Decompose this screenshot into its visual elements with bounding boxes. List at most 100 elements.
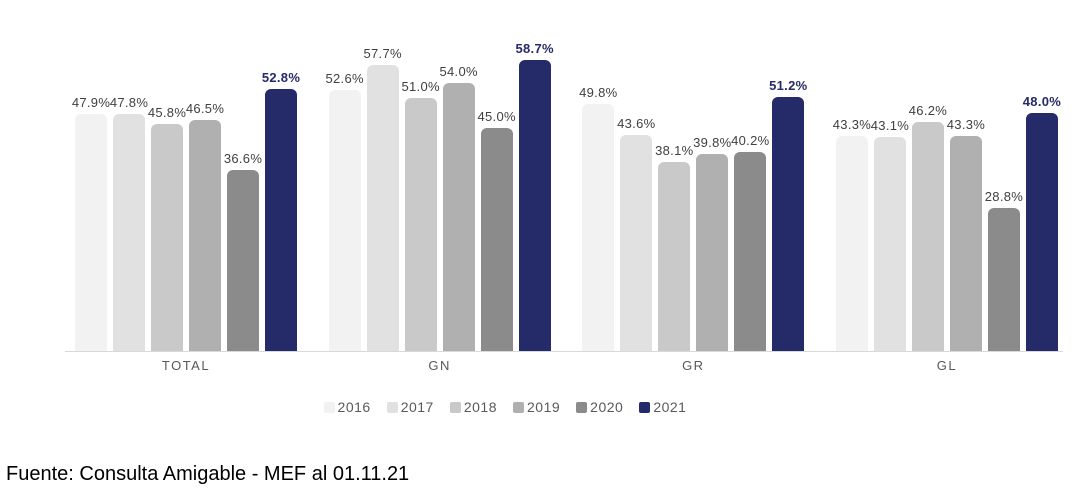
bar-2019 [696, 154, 729, 351]
legend-item-2021: 2021 [639, 399, 686, 415]
category-label: TOTAL [161, 358, 211, 373]
bar-2017 [620, 135, 653, 351]
bar-2021 [518, 60, 551, 351]
bar-group: 47.9% 47.8% 45.8% 46.5% 36.6% 52.8% TOTAL [71, 57, 301, 373]
bar-2016 [582, 104, 615, 351]
bar-value-label: 51.2% [769, 78, 808, 93]
legend-swatch-icon [639, 401, 651, 413]
legend-swatch-icon [323, 401, 335, 413]
bar-set: 52.6% 57.7% 51.0% 54.0% 45.0% 58.7% [325, 41, 554, 351]
category-label: GR [682, 358, 705, 373]
bar-2017 [366, 65, 399, 351]
bar-2018 [658, 162, 691, 351]
legend-item-2018: 2018 [449, 399, 497, 415]
bar-value-label: 43.6% [617, 116, 656, 131]
bar-cell: 48.0% [1022, 57, 1062, 351]
bar-cell: 47.8% [110, 57, 148, 351]
bar-2017 [113, 114, 145, 351]
bar-value-label: 52.6% [325, 71, 364, 86]
legend-swatch-icon [513, 401, 524, 413]
bar-2016 [75, 114, 107, 351]
bar-cell: 39.8% [693, 57, 732, 351]
bar-cell: 54.0% [439, 57, 478, 351]
bar-value-label: 47.9% [71, 95, 111, 110]
bar-value-label: 36.6% [223, 151, 263, 166]
bar-value-label: 45.8% [147, 105, 187, 120]
bar-cell: 58.7% [515, 41, 554, 351]
bar-2019 [189, 120, 221, 351]
category-label: GL [936, 358, 958, 373]
category-label: GN [428, 358, 451, 373]
bar-cell: 49.8% [579, 57, 617, 351]
bar-groups-row: 47.9% 47.8% 45.8% 46.5% 36.6% 52.8% TOTAL 52.6%… [65, 41, 1063, 373]
bar-value-label: 57.7% [363, 46, 402, 61]
bar-value-label: 43.3% [832, 117, 872, 132]
bar-cell: 51.2% [769, 57, 808, 351]
bar-cell: 38.1% [655, 57, 694, 351]
bar-value-label: 40.2% [731, 133, 770, 148]
bar-2020 [480, 128, 513, 351]
bar-2020 [734, 152, 767, 351]
bar-cell: 28.8% [984, 57, 1024, 351]
bar-2020 [227, 170, 259, 351]
bar-2018 [911, 122, 944, 351]
bar-cell: 46.2% [908, 57, 948, 351]
legend-label: 2018 [463, 399, 497, 415]
bar-value-label: 43.3% [946, 117, 986, 132]
bar-set: 43.3% 43.1% 46.2% 43.3% 28.8% 48.0% [832, 57, 1062, 351]
bar-value-label: 58.7% [515, 41, 554, 56]
chart-legend: 2016 2017 2018 2019 2020 2021 [0, 399, 1048, 415]
bar-2018 [151, 124, 183, 351]
bar-2019 [442, 83, 475, 351]
bar-cell: 36.6% [223, 57, 263, 351]
source-note: Fuente: Consulta Amigable - MEF al 01.11… [6, 463, 410, 485]
legend-label: 2021 [653, 399, 687, 415]
bar-cell: 43.1% [870, 57, 910, 351]
bar-value-label: 28.8% [984, 189, 1024, 204]
bar-cell: 45.8% [147, 57, 187, 351]
legend-swatch-icon [449, 401, 461, 413]
legend-label: 2020 [590, 399, 624, 415]
bar-cell: 57.7% [363, 46, 402, 351]
bar-value-label: 52.8% [261, 70, 301, 85]
bar-value-label: 45.0% [477, 109, 516, 124]
legend-swatch-icon [576, 401, 588, 413]
bar-cell: 47.9% [71, 57, 111, 351]
bar-value-label: 51.0% [401, 79, 440, 94]
bar-cell: 52.6% [325, 57, 364, 351]
bar-value-label: 46.5% [185, 101, 225, 116]
bar-2016 [835, 136, 868, 351]
bar-2021 [265, 89, 297, 351]
bar-value-label: 39.8% [693, 135, 732, 150]
bar-group: 52.6% 57.7% 51.0% 54.0% 45.0% 58.7% GN [325, 41, 554, 373]
bar-cell: 40.2% [731, 57, 770, 351]
legend-item-2016: 2016 [323, 399, 371, 415]
bar-value-label: 46.2% [908, 103, 948, 118]
bar-2021 [1025, 113, 1058, 351]
bar-2016 [328, 90, 361, 351]
bar-set: 49.8% 43.6% 38.1% 39.8% 40.2% 51.2% [579, 57, 808, 351]
bar-value-label: 38.1% [655, 143, 694, 158]
bar-2019 [949, 136, 982, 351]
bar-cell: 51.0% [401, 57, 440, 351]
bar-cell: 46.5% [185, 57, 225, 351]
legend-swatch-icon [386, 401, 398, 413]
bar-2020 [987, 208, 1020, 351]
bar-value-label: 54.0% [439, 64, 478, 79]
legend-label: 2016 [337, 399, 371, 415]
legend-label: 2019 [527, 399, 561, 415]
legend-label: 2017 [400, 399, 434, 415]
bar-value-label: 43.1% [870, 118, 910, 133]
bar-cell: 52.8% [261, 57, 301, 351]
bar-2021 [772, 97, 805, 351]
bar-group: 49.8% 43.6% 38.1% 39.8% 40.2% 51.2% GR [579, 57, 808, 373]
bar-2017 [873, 137, 906, 351]
bar-value-label: 48.0% [1022, 94, 1062, 109]
bar-group: 43.3% 43.1% 46.2% 43.3% 28.8% 48.0% GL [832, 57, 1062, 373]
bar-cell: 45.0% [477, 57, 516, 351]
bar-2018 [404, 98, 437, 351]
bar-cell: 43.3% [946, 57, 986, 351]
legend-item-2019: 2019 [513, 399, 560, 415]
bar-cell: 43.6% [617, 57, 656, 351]
